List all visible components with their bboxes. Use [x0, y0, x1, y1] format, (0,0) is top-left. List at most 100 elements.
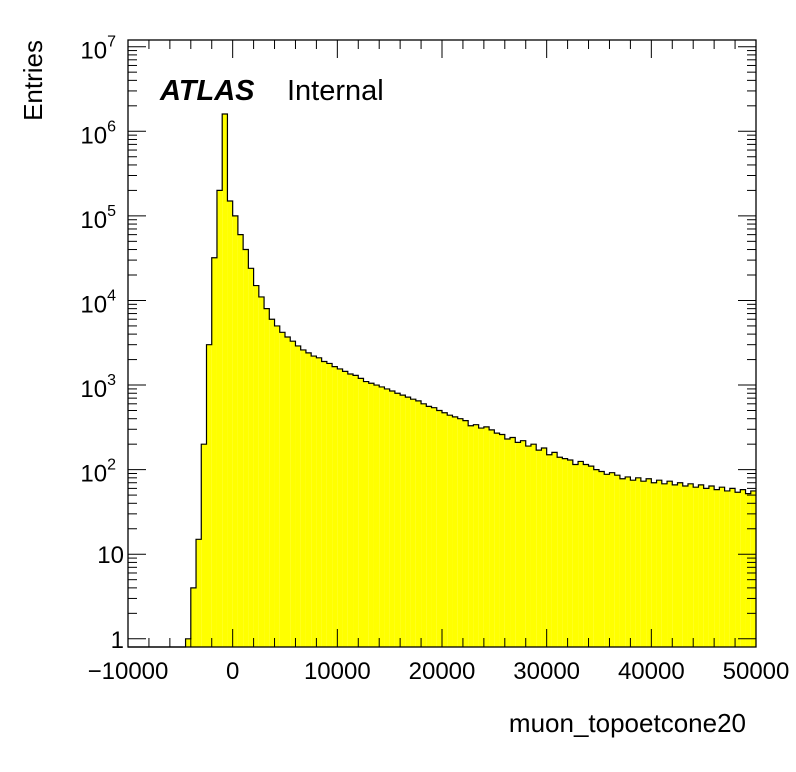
- histogram-bin: [258, 296, 265, 647]
- histogram-bin: [551, 452, 558, 647]
- histogram-bin: [530, 444, 537, 647]
- histogram-bin: [410, 399, 416, 647]
- histogram-bin: [708, 486, 715, 647]
- histogram-bin: [368, 383, 374, 647]
- histogram-bin: [750, 490, 756, 647]
- histogram-bin: [515, 442, 521, 647]
- y-tick-label: 105: [80, 203, 116, 234]
- histogram-bin: [640, 481, 647, 647]
- histogram-bin: [285, 336, 291, 647]
- histogram-bin: [353, 375, 359, 647]
- histogram-bin: [342, 371, 348, 647]
- histogram-bin: [216, 190, 223, 648]
- histogram-bin: [504, 439, 511, 647]
- y-tick-exponent: 7: [107, 34, 116, 51]
- histogram-bin: [698, 484, 704, 647]
- histogram-bin: [394, 393, 401, 647]
- histogram-bin: [347, 374, 354, 647]
- histogram-bin: [651, 482, 657, 647]
- histogram-bin: [572, 464, 579, 647]
- histogram-bin: [557, 457, 563, 647]
- histogram-bin: [237, 234, 244, 647]
- y-tick-exponent: 2: [107, 457, 116, 474]
- histogram-bin: [714, 489, 720, 647]
- histogram-bin: [190, 587, 197, 647]
- histogram-bin: [447, 415, 453, 647]
- y-axis-ticks: [128, 46, 756, 640]
- y-tick-base: 10: [80, 461, 107, 488]
- histogram-bin: [667, 481, 673, 647]
- y-tick-label: 10: [97, 542, 124, 569]
- histogram-bin: [332, 366, 338, 647]
- histogram-bin: [619, 478, 626, 647]
- histogram-bin: [295, 345, 301, 647]
- y-tick-base: 10: [80, 376, 107, 403]
- histogram-bin: [358, 378, 364, 647]
- histogram-bin: [510, 437, 516, 647]
- y-tick-exponent: 3: [107, 372, 116, 389]
- histogram-bin: [677, 482, 683, 647]
- histogram-bin: [672, 484, 678, 647]
- histogram-bin: [462, 420, 469, 647]
- histogram-bin: [661, 483, 668, 647]
- histogram-bin: [436, 410, 442, 647]
- histogram-bin: [604, 474, 610, 647]
- x-tick-label: 10000: [304, 658, 371, 685]
- y-tick-label: 107: [80, 34, 116, 65]
- x-axis-tick-labels: −10000 0 10000 20000 30000 40000 50000: [88, 658, 790, 685]
- y-tick-label: 102: [80, 457, 116, 488]
- y-tick-base: 10: [80, 207, 107, 234]
- histogram-bin: [232, 215, 238, 647]
- histogram-bin: [729, 488, 736, 647]
- histogram-bin: [264, 308, 270, 647]
- histogram-bin: [290, 341, 296, 647]
- histogram-bin: [583, 464, 589, 647]
- y-tick-label: 106: [80, 118, 116, 149]
- experiment-label: ATLAS: [159, 75, 255, 107]
- histogram-bin: [687, 483, 694, 647]
- histogram-bin: [311, 356, 317, 647]
- histogram-bin: [389, 391, 395, 647]
- x-tick-label: 20000: [409, 658, 476, 685]
- y-tick-exponent: 6: [107, 118, 116, 135]
- histogram-bin: [400, 395, 406, 647]
- histogram-bin: [405, 397, 411, 647]
- histogram-bin: [541, 448, 547, 647]
- histogram-bin: [305, 352, 312, 647]
- x-tick-label: 30000: [513, 658, 580, 685]
- histogram-bin: [274, 325, 280, 647]
- histogram-bin: [379, 386, 385, 647]
- histogram-bin: [337, 368, 343, 647]
- histogram-bin: [489, 429, 495, 647]
- histogram-bin: [635, 477, 641, 647]
- histogram-bin: [745, 493, 751, 647]
- x-tick-label: 40000: [618, 658, 685, 685]
- histogram-bin: [269, 319, 275, 647]
- y-tick-exponent: 5: [107, 203, 116, 220]
- histogram-bin: [630, 480, 636, 647]
- histogram-bin: [578, 461, 584, 647]
- histogram-bin: [384, 388, 390, 647]
- histogram-bin: [646, 478, 652, 647]
- histogram-bin: [185, 638, 191, 647]
- histogram-bin: [609, 472, 615, 647]
- histogram-bin: [740, 489, 746, 647]
- histogram-bin: [415, 400, 422, 647]
- histogram-bin: [457, 418, 463, 647]
- histogram-bin: [248, 268, 254, 647]
- histogram-bin: [525, 446, 531, 647]
- histogram-bin: [478, 428, 484, 647]
- histogram-bin: [656, 480, 662, 647]
- histogram-bin: [593, 469, 599, 647]
- histogram-bin: [442, 412, 448, 647]
- histogram-bin: [326, 363, 333, 647]
- plot-frame: [127, 39, 757, 648]
- histogram-bin: [452, 416, 458, 647]
- y-tick-label: 104: [80, 287, 116, 318]
- histogram-bin: [719, 487, 725, 647]
- histogram-bin: [703, 488, 709, 647]
- histogram-bin: [483, 426, 490, 647]
- y-axis-label: Entries: [18, 40, 48, 121]
